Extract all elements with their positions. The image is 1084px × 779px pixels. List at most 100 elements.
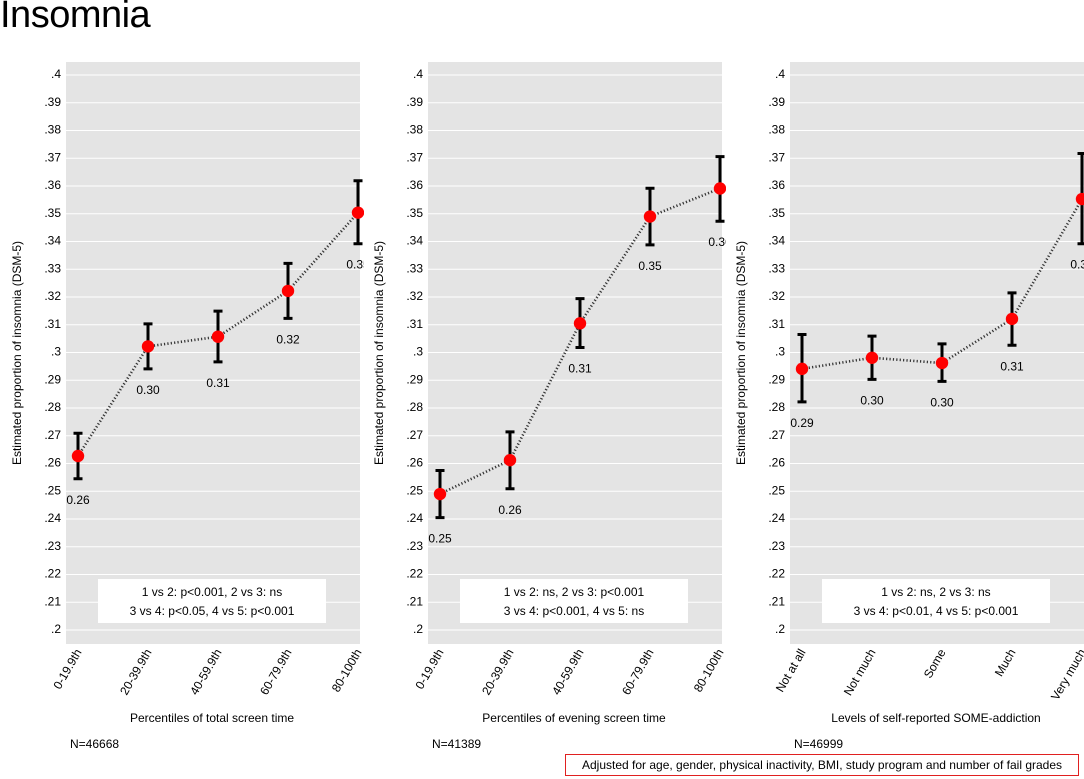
y-tick-label: .26 bbox=[768, 456, 785, 470]
y-tick-label: .34 bbox=[768, 234, 785, 248]
p-value-note: 1 vs 2: ns, 2 vs 3: p<0.001 bbox=[504, 585, 645, 599]
x-tick-label: 20-39.9th bbox=[479, 647, 516, 698]
data-label: 0.30 bbox=[860, 393, 884, 407]
p-value-note: 3 vs 4: p<0.05, 4 vs 5: p<0.001 bbox=[130, 604, 295, 618]
y-tick-label: .38 bbox=[768, 123, 785, 137]
page-title: Insomnia bbox=[0, 0, 151, 36]
x-tick-label: Not much bbox=[841, 647, 879, 698]
data-label: 0.35 bbox=[638, 259, 662, 273]
x-tick-label: Very much bbox=[1048, 647, 1084, 703]
y-tick-label: .4 bbox=[775, 67, 785, 81]
y-tick-label: .2 bbox=[413, 622, 423, 636]
y-tick-label: .26 bbox=[44, 456, 61, 470]
y-tick-label: .25 bbox=[768, 483, 785, 497]
y-tick-label: .27 bbox=[406, 428, 423, 442]
y-tick-label: .22 bbox=[44, 567, 61, 581]
p-value-note: 3 vs 4: p<0.001, 4 vs 5: ns bbox=[504, 604, 644, 618]
y-tick-label: .33 bbox=[44, 261, 61, 275]
chart-evening-screen-time: .2 .21 .22 .23 .24 .25 .26 .27 .28 .29 .3 .31 .32 .33… bbox=[372, 62, 726, 725]
y-tick-label: .29 bbox=[768, 372, 785, 386]
x-tick-label: 40-59.9th bbox=[549, 647, 586, 698]
data-label: 0.25 bbox=[428, 532, 452, 546]
data-label: 0.31 bbox=[568, 362, 592, 376]
chart-total-screen-time: .2 .21 .22 .23 .24 .25 .26 .27 .28 .29 .3 .31 .32 .33… bbox=[10, 62, 364, 725]
y-tick-label: .34 bbox=[44, 234, 61, 248]
y-tick-label: .31 bbox=[406, 317, 423, 331]
data-label: 0.26 bbox=[498, 503, 522, 517]
y-tick-label: .24 bbox=[44, 511, 61, 525]
y-tick-label: .37 bbox=[44, 150, 61, 164]
p-value-note: 1 vs 2: ns, 2 vs 3: ns bbox=[881, 585, 990, 599]
y-tick-label: .4 bbox=[413, 67, 423, 81]
y-axis-label: Estimated proportion of insomnia (DSM-5) bbox=[372, 241, 386, 465]
data-point bbox=[573, 317, 587, 330]
y-tick-label: .28 bbox=[406, 400, 423, 414]
y-tick-label: .22 bbox=[768, 567, 785, 581]
y-tick-label: .27 bbox=[768, 428, 785, 442]
y-tick-label: .2 bbox=[775, 622, 785, 636]
x-tick-label: Not at all bbox=[773, 647, 809, 695]
y-tick-label: .28 bbox=[44, 400, 61, 414]
y-tick-label: .21 bbox=[44, 594, 61, 608]
x-tick-label: 80-100th bbox=[329, 647, 364, 695]
x-tick-label: 60-79.9th bbox=[257, 647, 294, 698]
x-tick-label: 0-19.9th bbox=[50, 647, 84, 692]
y-tick-label: .33 bbox=[406, 261, 423, 275]
y-tick-label: .24 bbox=[768, 511, 785, 525]
y-tick-label: .38 bbox=[44, 123, 61, 137]
y-tick-label: .39 bbox=[44, 95, 61, 109]
adjustment-footnote: Adjusted for age, gender, physical inact… bbox=[565, 754, 1079, 776]
y-tick-label: .32 bbox=[768, 289, 785, 303]
y-tick-label: .32 bbox=[406, 289, 423, 303]
data-point bbox=[281, 284, 295, 298]
x-tick-label: 40-59.9th bbox=[187, 647, 224, 698]
y-tick-label: .23 bbox=[44, 539, 61, 553]
x-tick-label: 60-79.9th bbox=[619, 647, 656, 698]
data-point bbox=[1075, 192, 1084, 206]
data-point bbox=[713, 182, 726, 195]
p-value-note: 1 vs 2: p<0.001, 2 vs 3: ns bbox=[142, 585, 282, 599]
x-axis-label: Percentiles of total screen time bbox=[130, 711, 294, 725]
y-tick-label: .3 bbox=[413, 345, 423, 359]
y-tick-label: .26 bbox=[406, 456, 423, 470]
y-tick-label: .25 bbox=[406, 483, 423, 497]
y-tick-label: .35 bbox=[768, 206, 785, 220]
y-tick-label: .36 bbox=[768, 178, 785, 192]
y-tick-label: .37 bbox=[768, 150, 785, 164]
data-point bbox=[71, 449, 85, 463]
y-tick-label: .39 bbox=[406, 95, 423, 109]
data-point bbox=[433, 487, 447, 501]
data-label: 0.36 bbox=[1070, 258, 1084, 272]
y-tick-label: .29 bbox=[406, 372, 423, 386]
y-tick-label: .36 bbox=[44, 178, 61, 192]
n-label-some-addiction: N=46999 bbox=[794, 737, 844, 751]
y-tick-label: .25 bbox=[44, 483, 61, 497]
y-tick-label: .3 bbox=[775, 345, 785, 359]
data-label: 0.35 bbox=[346, 258, 364, 272]
y-tick-label: .36 bbox=[406, 178, 423, 192]
x-tick-label: 80-100th bbox=[691, 647, 726, 695]
p-value-note: 3 vs 4: p<0.01, 4 vs 5: p<0.001 bbox=[854, 604, 1019, 618]
x-axis-label: Percentiles of evening screen time bbox=[482, 711, 666, 725]
y-tick-label: .3 bbox=[51, 345, 61, 359]
y-tick-label: .38 bbox=[406, 123, 423, 137]
data-point bbox=[935, 356, 949, 370]
data-label: 0.29 bbox=[790, 416, 814, 430]
y-tick-label: .27 bbox=[44, 428, 61, 442]
y-tick-label: .32 bbox=[44, 289, 61, 303]
y-tick-label: .21 bbox=[406, 594, 423, 608]
data-label: 0.26 bbox=[66, 493, 90, 507]
data-label: 0.31 bbox=[206, 376, 230, 390]
y-tick-label: .39 bbox=[768, 95, 785, 109]
y-tick-label: .23 bbox=[768, 539, 785, 553]
y-tick-label: .28 bbox=[768, 400, 785, 414]
data-point bbox=[503, 453, 517, 467]
y-tick-label: .23 bbox=[406, 539, 423, 553]
y-tick-label: .35 bbox=[406, 206, 423, 220]
y-tick-label: .24 bbox=[406, 511, 423, 525]
data-label: 0.36 bbox=[708, 235, 726, 249]
y-axis-label: Estimated proportion of insomnia (DSM-5) bbox=[10, 241, 24, 465]
x-tick-label: Some bbox=[921, 646, 949, 680]
y-axis-label: Estimated proportion of insomnia (DSM-5) bbox=[734, 241, 748, 465]
p-value-box bbox=[822, 579, 1050, 623]
